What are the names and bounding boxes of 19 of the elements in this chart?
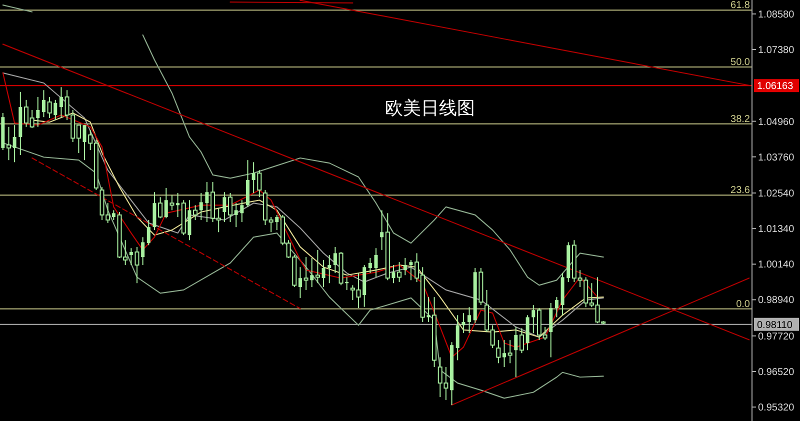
y-tick-label: 0.98110: [757, 320, 793, 331]
annotation: 50.0: [730, 57, 750, 68]
y-tick-label: 1.07380: [758, 45, 795, 56]
y-tick-label: 0.96520: [758, 366, 795, 378]
annotation: 0.0: [736, 298, 750, 310]
y-tick-label: 1.01340: [758, 224, 795, 236]
y-tick-label: 1.02540: [758, 188, 795, 200]
annotation: 61.8: [730, 0, 750, 12]
y-tick-label: 0.97720: [758, 331, 795, 342]
y-tick-label: 0.95320: [758, 402, 795, 414]
y-tick-label: 0.98940: [758, 295, 795, 306]
annotation: 23.6: [730, 185, 750, 196]
annotation: 38.2: [730, 114, 750, 125]
text: 欧美日线图: [385, 98, 475, 119]
y-tick-label: 1.03760: [758, 152, 795, 164]
y-tick-label: 1.06163: [757, 81, 794, 92]
y-tick-label: 1.00140: [758, 260, 795, 271]
y-tick-label: 1.04960: [758, 116, 795, 128]
y-tick-label: 1.08580: [758, 9, 795, 20]
